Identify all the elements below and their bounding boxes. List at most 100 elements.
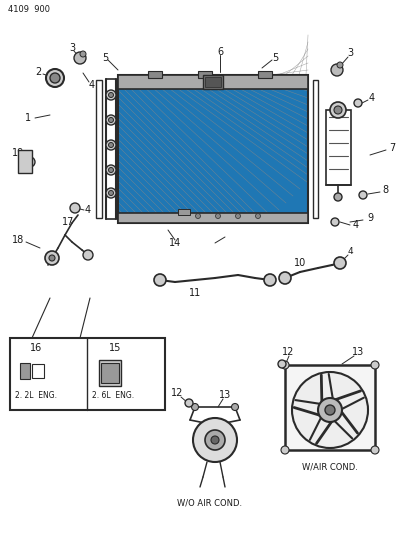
Bar [285,365,375,450]
Text: 9: 9 [367,213,373,223]
Text: 4: 4 [85,205,91,215]
Text: 13: 13 [219,390,231,400]
Circle shape [354,99,362,107]
Text: 19: 19 [12,148,24,158]
Circle shape [211,436,219,444]
Circle shape [195,214,200,219]
Bar [203,75,223,89]
Text: 14: 14 [169,238,181,248]
Text: 3: 3 [347,48,353,58]
Bar [96,80,102,218]
Circle shape [205,430,225,450]
Circle shape [281,446,289,454]
Text: 15: 15 [109,343,121,353]
Bar [101,363,119,383]
Circle shape [185,399,193,407]
Text: 13: 13 [352,347,364,357]
Text: 8: 8 [382,185,388,195]
Circle shape [106,115,116,125]
Circle shape [83,250,93,260]
Text: 10: 10 [294,258,306,268]
Circle shape [191,403,199,410]
Circle shape [331,218,339,226]
Circle shape [193,418,237,462]
Text: 4: 4 [369,93,375,103]
Text: 5: 5 [272,53,278,63]
Bar [178,209,190,215]
Bar [258,71,272,78]
Circle shape [334,193,342,201]
Circle shape [318,398,342,422]
Circle shape [46,69,64,87]
Circle shape [45,251,59,265]
Circle shape [371,361,379,369]
Circle shape [255,214,260,219]
Circle shape [278,360,286,368]
Circle shape [106,90,116,100]
Text: W/O AIR COND.: W/O AIR COND. [177,498,243,507]
Bar [148,71,162,78]
Circle shape [25,157,35,167]
Circle shape [106,188,116,198]
Text: 5: 5 [102,53,108,63]
Text: 18: 18 [12,235,24,245]
Text: 4109  900: 4109 900 [8,5,50,14]
Circle shape [330,102,346,118]
Circle shape [106,140,116,150]
Circle shape [359,191,367,199]
Circle shape [70,203,80,213]
Text: 12: 12 [171,388,183,398]
Text: 6: 6 [217,47,223,57]
Circle shape [106,165,116,175]
Circle shape [215,214,220,219]
Polygon shape [18,150,32,173]
Circle shape [292,372,368,448]
Circle shape [49,255,55,261]
Text: 12: 12 [282,347,294,357]
Bar [326,110,351,185]
Bar [118,213,308,223]
Bar [118,75,308,223]
Circle shape [109,190,113,196]
Text: 2. 6L  ENG.: 2. 6L ENG. [92,392,134,400]
Circle shape [109,167,113,173]
Circle shape [337,62,343,68]
Text: 4: 4 [347,247,353,256]
Circle shape [325,405,335,415]
Circle shape [109,117,113,123]
Bar [10,338,165,410]
Circle shape [80,51,86,57]
Circle shape [235,214,240,219]
Circle shape [281,361,289,369]
Text: 4: 4 [353,220,359,230]
Text: W/AIR COND.: W/AIR COND. [302,463,358,472]
Circle shape [109,142,113,148]
Circle shape [74,52,86,64]
Bar [205,77,221,87]
Circle shape [279,272,291,284]
Bar [313,80,318,218]
Bar [99,360,121,386]
Text: 1: 1 [25,113,31,123]
Bar [118,75,308,223]
Text: 2. 2L  ENG.: 2. 2L ENG. [15,392,57,400]
Text: 16: 16 [30,343,42,353]
Circle shape [264,274,276,286]
Circle shape [371,446,379,454]
Circle shape [231,403,239,410]
Circle shape [50,73,60,83]
Circle shape [334,106,342,114]
Circle shape [154,274,166,286]
Text: 11: 11 [189,288,201,298]
Bar [198,71,212,78]
Text: 17: 17 [62,217,74,227]
Text: 4: 4 [89,80,95,90]
Circle shape [331,64,343,76]
Bar [118,75,308,89]
Text: 7: 7 [389,143,395,153]
Circle shape [109,93,113,98]
Circle shape [334,257,346,269]
Text: 2: 2 [35,67,41,77]
Bar [32,364,44,378]
Text: 3: 3 [69,43,75,53]
